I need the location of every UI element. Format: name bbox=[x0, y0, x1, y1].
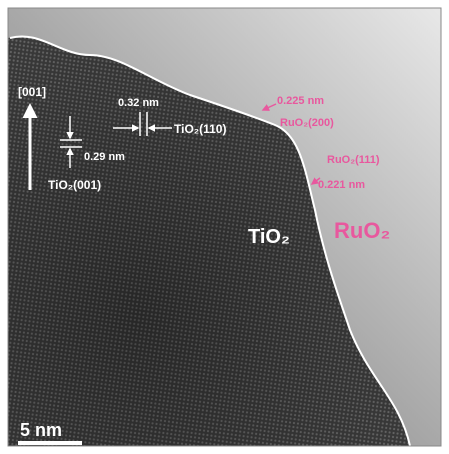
spacing-label: 0.225 nm bbox=[277, 95, 324, 107]
spacing-label: 0.29 nm bbox=[84, 151, 125, 163]
plane-label: RuO₂(111) bbox=[327, 154, 380, 166]
interface-line bbox=[9, 35, 411, 447]
plane-label: TiO₂(110) bbox=[174, 122, 226, 136]
region-label: RuO₂ bbox=[334, 218, 390, 243]
direction-label: [001] bbox=[18, 85, 46, 99]
plane-label: RuO₂(200) bbox=[280, 117, 334, 129]
spacing-label: 0.221 nm bbox=[318, 179, 365, 191]
region-label: TiO₂ bbox=[248, 226, 290, 248]
spacing-label: 0.32 nm bbox=[118, 97, 159, 109]
frame bbox=[7, 7, 442, 447]
scale-label: 5 nm bbox=[20, 420, 62, 440]
arrow bbox=[261, 103, 277, 111]
arrow bbox=[310, 177, 321, 185]
plane-label: TiO₂(001) bbox=[48, 178, 101, 192]
ruo2-region bbox=[8, 8, 441, 446]
